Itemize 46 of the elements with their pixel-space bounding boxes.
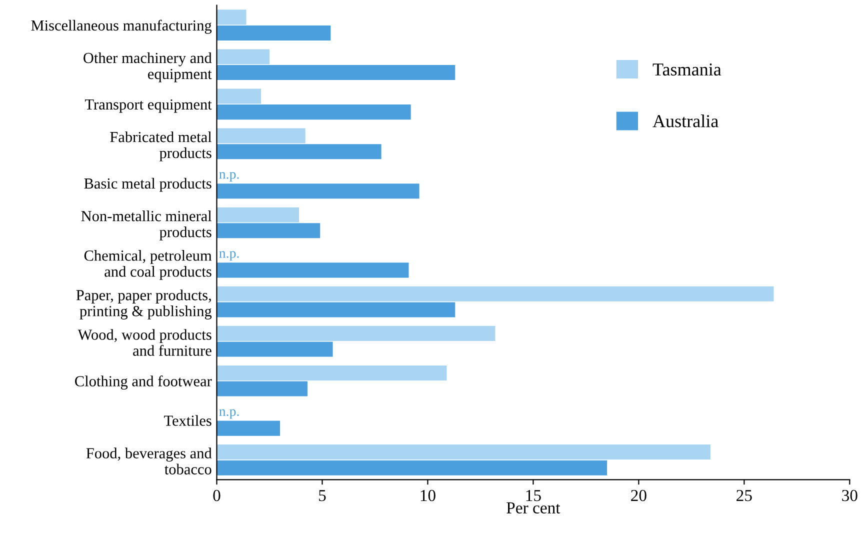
- y-tick-label: Chemical, petroleum and coal products: [84, 250, 212, 280]
- bar: [216, 460, 608, 476]
- x-tick-label: 20: [631, 490, 646, 502]
- bar: [216, 144, 382, 160]
- y-tick-label: Clothing and footwear: [75, 375, 212, 390]
- x-tick-label: 30: [842, 490, 858, 502]
- x-tick-label: 15: [526, 490, 541, 502]
- bar: [216, 381, 308, 396]
- legend-label: Tasmania: [652, 63, 722, 76]
- y-tick-label: Textiles: [164, 415, 212, 426]
- y-tick-label: Transport equipment: [84, 99, 212, 113]
- bar: [216, 420, 280, 436]
- bar: [216, 49, 270, 64]
- bar: [216, 302, 456, 318]
- y-tick-label: Fabricated metal products: [110, 131, 212, 162]
- y-tick-label: Other machinery and equipment: [84, 52, 212, 82]
- x-tick-label: 0: [213, 490, 220, 502]
- x-tick-label: 10: [420, 490, 436, 502]
- bar: [216, 128, 306, 144]
- bar: [216, 326, 496, 341]
- x-tick-label: 25: [736, 490, 752, 502]
- bar: [216, 207, 300, 222]
- bar: [216, 223, 320, 238]
- y-tick-label: Non-metallic mineral products: [81, 210, 212, 240]
- y-tick-label: Food, beverages and tobacco: [86, 448, 212, 474]
- bar: [216, 65, 456, 80]
- bar: [216, 104, 411, 120]
- text: n.p.: [219, 409, 239, 419]
- y-tick-label: Wood, wood products and furniture: [78, 329, 212, 356]
- bar: [216, 365, 447, 380]
- bar: [216, 342, 333, 357]
- x-tick-label: 5: [319, 490, 326, 502]
- bar: [216, 184, 420, 199]
- bar: [216, 444, 710, 460]
- bar: [216, 88, 262, 104]
- legend-label: Australia: [652, 114, 718, 128]
- y-tick-label: Basic metal products: [84, 178, 212, 192]
- bar: [216, 10, 246, 25]
- x-axis-title: Per cent: [506, 502, 560, 514]
- y-tick-label: Miscellaneous manufacturing: [31, 20, 212, 34]
- bar: [216, 25, 331, 41]
- text: n.p.: [219, 251, 239, 261]
- y-tick-label: Paper, paper products, printing & publishing: [76, 290, 212, 320]
- bar: [216, 262, 409, 278]
- bar: [216, 286, 774, 302]
- text: n.p.: [219, 172, 239, 182]
